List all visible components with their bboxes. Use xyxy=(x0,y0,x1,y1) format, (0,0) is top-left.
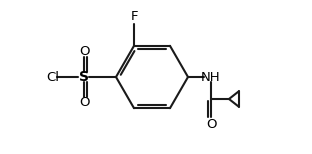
Text: NH: NH xyxy=(201,71,221,83)
Text: S: S xyxy=(79,70,89,84)
Text: Cl: Cl xyxy=(46,71,60,83)
Text: O: O xyxy=(79,97,89,109)
Text: O: O xyxy=(206,118,216,130)
Text: O: O xyxy=(79,45,89,57)
Text: F: F xyxy=(130,10,138,23)
